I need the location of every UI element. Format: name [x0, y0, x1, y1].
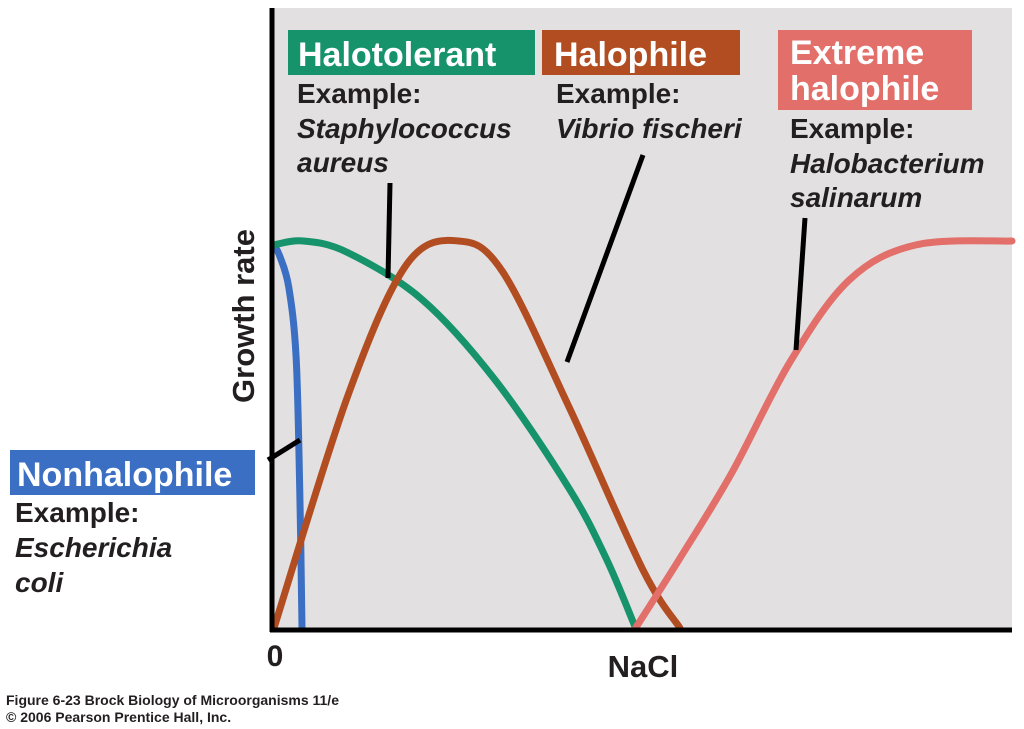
figure-credit-line2: © 2006 Pearson Prentice Hall, Inc. [6, 709, 231, 725]
y-axis-title: Growth rate [226, 229, 261, 403]
nonhalophile-name: Nonhalophile [17, 456, 232, 494]
extreme-halophile-label: Extreme halophile Example: Halobacterium… [778, 30, 985, 213]
nonhalophile-label: Nonhalophile Example: Escherichia coli [10, 450, 255, 598]
halophile-label: Halophile Example: Vibrio fischeri [542, 30, 743, 144]
halotolerant-pointer [385, 182, 393, 279]
halophile-species-line1: Vibrio fischeri [556, 113, 743, 144]
halotolerant-name: Halotolerant [298, 36, 496, 74]
x-axis-title: NaCl [608, 649, 679, 684]
nonhalophile-example-label: Example: [15, 497, 140, 528]
halophile-example-label: Example: [556, 78, 681, 109]
figure-credit-line1: Figure 6-23 Brock Biology of Microorgani… [6, 692, 339, 708]
extreme-halophile-name-box [778, 30, 972, 110]
plot-background [270, 8, 1012, 630]
halotolerant-example-label: Example: [297, 78, 422, 109]
extreme-halophile-example-label: Example: [790, 113, 915, 144]
halophile-name-box [542, 30, 740, 75]
halophile-name: Halophile [554, 36, 707, 74]
curves-layer [270, 236, 1016, 632]
extreme-halophile-species-line1: Halobacterium [790, 148, 985, 179]
halotolerant-species-line1: Staphylococcus [297, 113, 512, 144]
halotolerant-species-line2: aureus [297, 147, 389, 178]
nonhalophile-species-line2: coli [15, 567, 64, 598]
halotolerant-name-box [288, 30, 535, 75]
halophile-curve [270, 236, 684, 632]
extreme-halophile-pointer [793, 217, 808, 351]
halotolerant-curve [270, 237, 640, 632]
halotolerant-label: Halotolerant Example: Staphylococcus aur… [288, 30, 535, 178]
nonhalophile-name-box [10, 450, 255, 495]
extreme-halophile-species-line2: salinarum [790, 182, 922, 213]
nonhalophile-species-line1: Escherichia [15, 532, 172, 563]
extreme-halophile-name-line1: Extreme [790, 34, 924, 72]
extreme-halophile-curve [632, 237, 1016, 632]
halophile-pointer [564, 154, 646, 363]
extreme-halophile-name-line2: halophile [790, 70, 939, 108]
x-tick-label-zero: 0 [267, 640, 284, 673]
